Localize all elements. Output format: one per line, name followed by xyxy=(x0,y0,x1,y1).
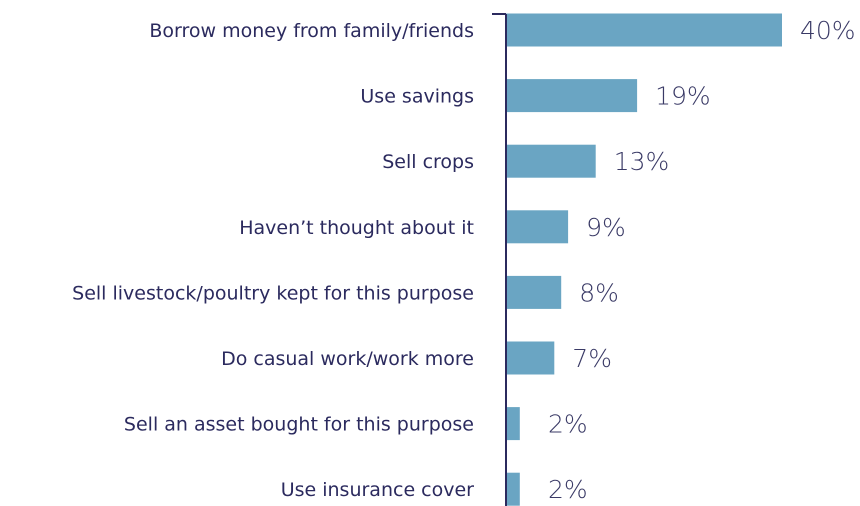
bar-do-casual-work-work-more xyxy=(506,341,555,375)
category-label-sell-an-asset-bought-for-this-purpose: Sell an asset bought for this purpose xyxy=(124,414,474,436)
value-label-use-savings: 19% xyxy=(655,82,711,111)
value-label-haven-t-thought-about-it: 9% xyxy=(586,213,626,242)
value-label-sell-livestock-poultry-kept-for-this-purpose: 8% xyxy=(579,278,619,307)
category-label-sell-crops: Sell crops xyxy=(382,151,474,173)
value-label-sell-an-asset-bought-for-this-purpose: 2% xyxy=(548,410,588,439)
bars-group xyxy=(506,13,782,506)
value-labels-group: 40% 19% 13% 9% 8% 7% 2% 2% xyxy=(548,16,856,504)
bar-borrow-money-from-family-friends xyxy=(506,13,782,47)
category-label-borrow-money-from-family-friends: Borrow money from family/friends xyxy=(149,20,474,42)
category-label-sell-livestock-poultry-kept-for-this-purpose: Sell livestock/poultry kept for this pur… xyxy=(72,282,474,304)
value-label-use-insurance-cover: 2% xyxy=(548,475,588,504)
category-label-use-insurance-cover: Use insurance cover xyxy=(281,479,474,501)
bar-haven-t-thought-about-it xyxy=(506,210,569,244)
bar-use-insurance-cover xyxy=(506,472,520,506)
category-label-use-savings: Use savings xyxy=(360,86,474,108)
bar-use-savings xyxy=(506,79,638,113)
category-labels-group: Borrow money from family/friends Use savi… xyxy=(72,20,474,501)
bar-sell-an-asset-bought-for-this-purpose xyxy=(506,407,520,441)
value-label-do-casual-work-work-more: 7% xyxy=(572,344,612,373)
value-label-borrow-money-from-family-friends: 40% xyxy=(800,16,856,45)
category-label-do-casual-work-work-more: Do casual work/work more xyxy=(221,348,474,370)
category-label-haven-t-thought-about-it: Haven’t thought about it xyxy=(239,217,474,239)
value-label-sell-crops: 13% xyxy=(614,147,670,176)
bar-sell-crops xyxy=(506,144,596,178)
bar-sell-livestock-poultry-kept-for-this-purpose xyxy=(506,275,562,309)
